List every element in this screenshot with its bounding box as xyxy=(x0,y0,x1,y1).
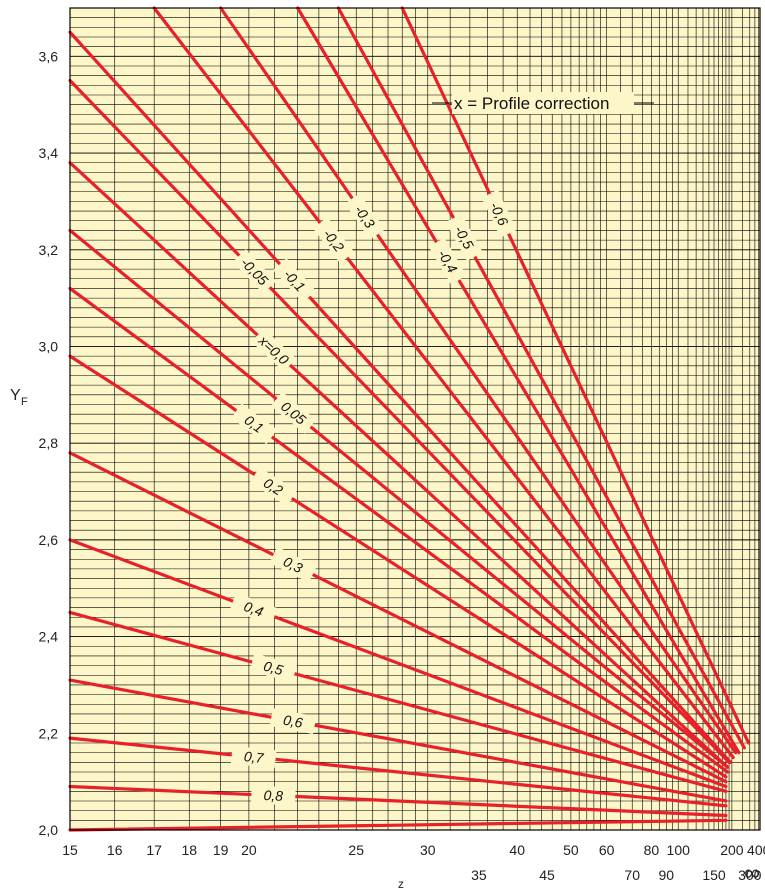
curve-label-bg xyxy=(270,392,317,434)
x-tick-label: 60 xyxy=(599,842,615,858)
curve-0,3 xyxy=(68,451,728,784)
curve-label: 0,4 xyxy=(242,598,266,620)
curve-0,8 xyxy=(68,784,728,818)
curve-label-bg xyxy=(269,546,317,583)
y-tick-label: 2,0 xyxy=(39,822,59,838)
curve-0,7 xyxy=(68,736,728,808)
curve-label: 0,8 xyxy=(263,787,283,804)
curve--0,05 xyxy=(68,78,731,764)
curve-label-bg xyxy=(230,745,277,769)
x-tick-label: 20 xyxy=(241,842,257,858)
curve-x=0,0 xyxy=(68,161,730,769)
curve-label: 0,7 xyxy=(243,748,265,766)
curve-0,6 xyxy=(68,678,728,803)
curve-0,5 xyxy=(68,610,728,793)
curve-0,2 xyxy=(68,354,728,779)
x-tick-label: 25 xyxy=(348,842,364,858)
y-tick-label: 3,6 xyxy=(39,48,59,64)
x-tick-label: 18 xyxy=(181,842,197,858)
x-tick-label: 100 xyxy=(667,842,691,858)
y-tick-label: 2,8 xyxy=(39,435,59,451)
y-tick-label: 3,4 xyxy=(39,145,59,161)
y-axis-label-sub: F xyxy=(21,396,28,408)
x-tick-label: 15 xyxy=(62,842,78,858)
curve-label-bg xyxy=(249,467,297,507)
curve-label-bg xyxy=(445,213,483,261)
x-tick-label: 16 xyxy=(107,842,123,858)
x-tick-label: 30 xyxy=(420,842,436,858)
legend-text: x = Profile correction xyxy=(454,94,609,113)
x-tick-label: 50 xyxy=(563,842,579,858)
y-tick-label: 2,4 xyxy=(39,629,59,645)
curve-0,05 xyxy=(68,228,730,769)
x-tick-label: 45 xyxy=(539,867,555,883)
curve-label-bg xyxy=(481,190,517,238)
curve--0,5 xyxy=(336,6,746,750)
curve--0,4 xyxy=(296,6,741,755)
curve--0,2 xyxy=(152,6,735,760)
plot-frame xyxy=(69,7,761,831)
x-tick-label: 17 xyxy=(146,842,162,858)
x-tick-label: 35 xyxy=(471,867,487,883)
curve-label-bg xyxy=(231,403,278,445)
curves xyxy=(68,6,751,832)
curve--0,6 xyxy=(400,6,751,745)
curve-label-bg xyxy=(313,217,355,264)
curve-label-bg xyxy=(229,592,278,626)
y-axis-label-main: Y xyxy=(10,387,21,404)
y-tick-label: 3,2 xyxy=(39,242,59,258)
x-tick-label: 80 xyxy=(644,842,660,858)
x-axis-label: z xyxy=(398,877,404,891)
x-tick-label: 19 xyxy=(213,842,229,858)
curve--0,1 xyxy=(68,30,733,764)
x-tick-label: 90 xyxy=(659,867,675,883)
curve-label: 0,3 xyxy=(281,553,306,576)
x-tick-label: 70 xyxy=(624,867,640,883)
x-tick-label: 300 xyxy=(738,867,762,883)
x-tick-label: 150 xyxy=(702,867,726,883)
legend-text-bg xyxy=(452,92,634,114)
y-tick-label: 3,0 xyxy=(39,338,59,354)
legend: x = Profile correction xyxy=(432,92,654,114)
curve-label: 0,6 xyxy=(282,712,304,731)
x-tick-label: ∞ xyxy=(744,860,760,885)
curve-label-bg xyxy=(344,193,385,240)
curve-label-bg xyxy=(232,249,277,294)
x-tick-label: 400 xyxy=(747,842,765,858)
x-tick-label: 40 xyxy=(509,842,525,858)
curve-label-bg xyxy=(269,708,317,735)
curve-0,1 xyxy=(68,286,730,774)
y-tick-label: 2,2 xyxy=(39,725,59,741)
curve-label-bg xyxy=(251,328,297,372)
curve-label-bg xyxy=(250,785,296,806)
y-tick-label: 2,6 xyxy=(39,532,59,548)
axes: 2,0 2,2 2,4 2,6 2,8 3,0 3,2 3,4 3,6 15 16 17 18 19 20 2… xyxy=(39,7,765,885)
curve-label-bg xyxy=(428,237,467,285)
curve--0,3 xyxy=(219,6,738,755)
curve-label-bg xyxy=(273,258,317,303)
curve-label-bg xyxy=(249,653,297,683)
y-axis-label: Y F xyxy=(10,387,28,408)
x-tick-label: 200 xyxy=(720,842,744,858)
curve-0,4 xyxy=(68,538,728,789)
curve-label: 0,5 xyxy=(262,658,285,679)
curve-0,9 xyxy=(68,818,728,832)
